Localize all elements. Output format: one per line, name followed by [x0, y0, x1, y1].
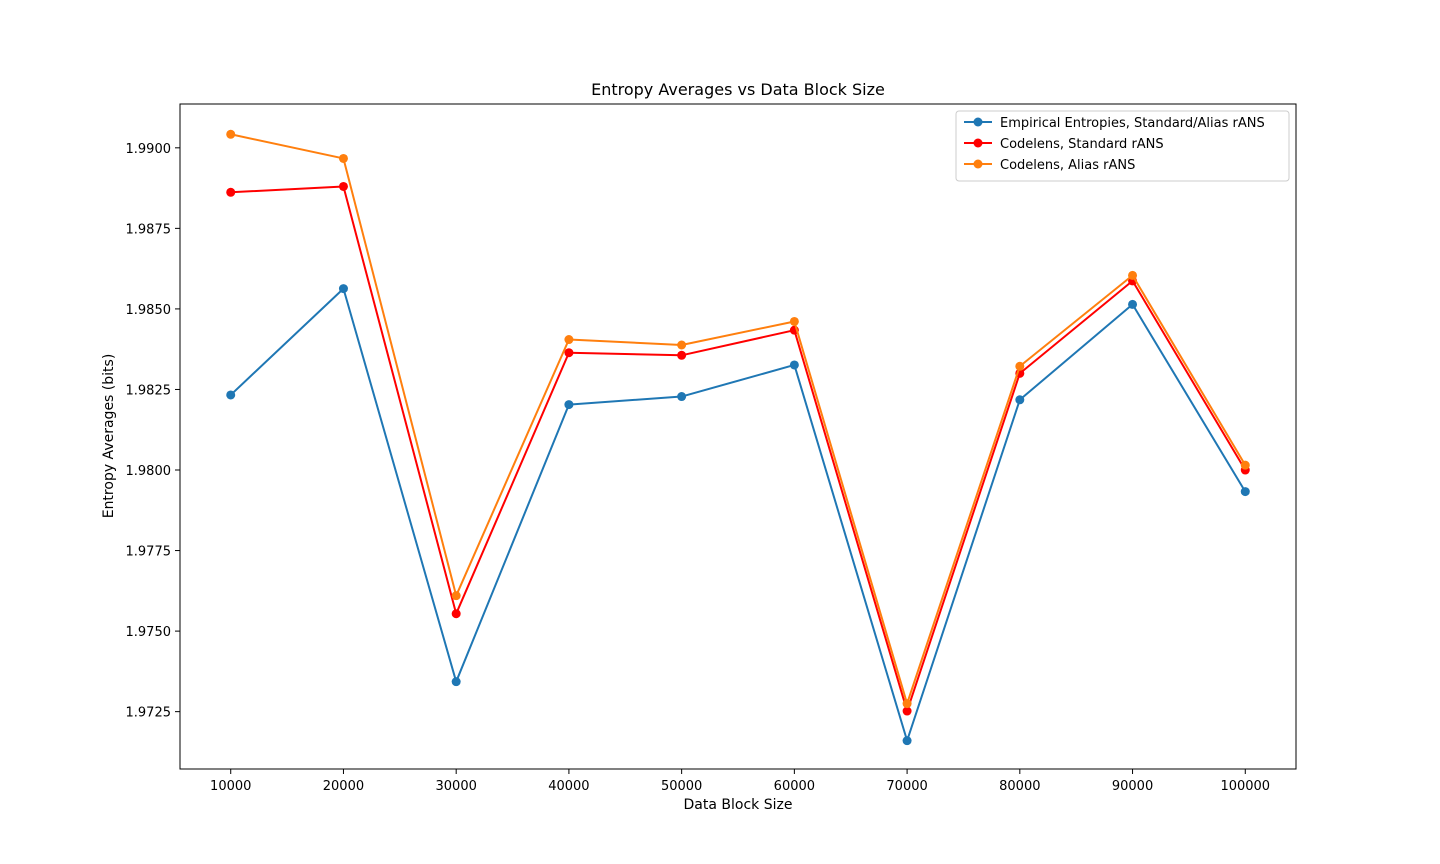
data-point: [226, 129, 236, 139]
y-tick-label: 1.9825: [126, 383, 172, 398]
legend-label: Empirical Entropies, Standard/Alias rANS: [1000, 116, 1265, 131]
y-tick-label: 1.9875: [126, 222, 172, 237]
data-point: [1015, 361, 1025, 371]
y-tick-label: 1.9725: [126, 706, 172, 721]
data-point: [677, 340, 687, 350]
legend-label: Codelens, Standard rANS: [1000, 137, 1164, 152]
x-tick-label: 10000: [210, 779, 251, 794]
x-tick-label: 60000: [774, 779, 815, 794]
data-point: [338, 153, 348, 163]
y-axis-ticks: 1.9725 1.9750 1.9775 1.9800 1.9825 1.9850 1.98…: [126, 142, 180, 721]
x-tick-label: 100000: [1220, 779, 1270, 794]
series-line: [230, 185, 1247, 713]
data-point: [338, 181, 348, 191]
legend-item: Codelens, Alias rANS: [964, 158, 1135, 173]
legend-box: [955, 110, 1290, 182]
x-tick-label: 20000: [323, 779, 364, 794]
x-tick-label: 90000: [1112, 779, 1153, 794]
y-tick-label: 1.9900: [126, 142, 172, 157]
data-point: [451, 677, 461, 687]
data-point: [902, 736, 912, 746]
y-tick-label: 1.9850: [126, 303, 172, 318]
chart-title: Entropy Averages vs Data Block Size: [591, 80, 885, 99]
y-tick-label: 1.9775: [126, 545, 172, 560]
series-2: [226, 181, 1250, 716]
legend-item: Codelens, Standard rANS: [964, 137, 1164, 152]
series-3: [226, 129, 1250, 709]
data-point: [902, 699, 912, 709]
x-tick-label: 70000: [886, 779, 927, 794]
data-point: [1240, 460, 1250, 470]
legend-item: Empirical Entropies, Standard/Alias rANS: [964, 116, 1265, 131]
data-point: [226, 187, 236, 197]
data-point: [564, 335, 574, 345]
x-axis-ticks: 10000 20000 30000 40000 50000 60000 70000 80000…: [210, 769, 1270, 794]
x-tick-label: 40000: [548, 779, 589, 794]
data-point: [564, 348, 574, 358]
data-point: [451, 609, 461, 619]
x-tick-label: 80000: [999, 779, 1040, 794]
x-tick-label: 50000: [661, 779, 702, 794]
data-point: [1015, 395, 1025, 405]
series-layer: [226, 129, 1250, 746]
data-point: [1240, 487, 1250, 497]
data-point: [677, 392, 687, 402]
series-line: [230, 287, 1247, 742]
legend-label: Codelens, Alias rANS: [1000, 158, 1135, 173]
legend-marker: [973, 117, 983, 127]
series-line: [230, 133, 1247, 705]
data-point: [902, 706, 912, 716]
y-tick-label: 1.9750: [126, 625, 172, 640]
data-point: [226, 390, 236, 400]
legend-marker: [973, 138, 983, 148]
data-point: [338, 284, 348, 294]
x-axis-label: Data Block Size: [684, 797, 793, 813]
data-point: [451, 591, 461, 601]
legend: Empirical Entropies, Standard/Alias rANS…: [955, 110, 1290, 182]
series-1: [226, 284, 1250, 746]
legend-marker: [973, 159, 983, 169]
data-point: [564, 400, 574, 410]
data-point: [789, 360, 799, 370]
y-axis-label: Entropy Averages (bits): [101, 354, 117, 519]
x-tick-label: 30000: [436, 779, 477, 794]
data-point: [677, 350, 687, 360]
data-point: [1128, 299, 1138, 309]
y-tick-label: 1.9800: [126, 464, 172, 479]
data-point: [789, 316, 799, 326]
plot-area-frame: [179, 103, 1297, 770]
data-point: [1128, 270, 1138, 280]
